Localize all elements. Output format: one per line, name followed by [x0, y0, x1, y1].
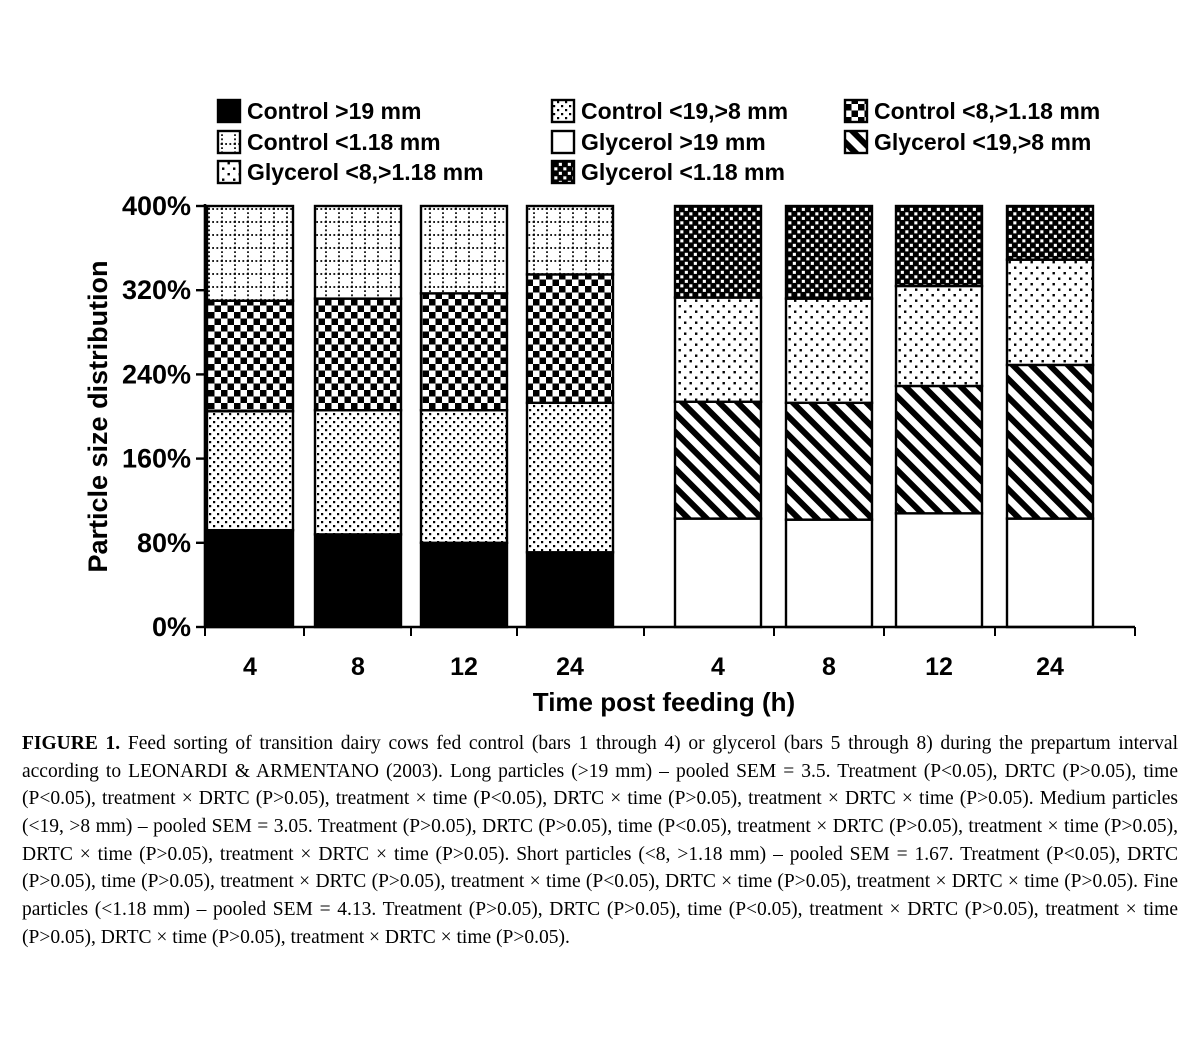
x-tick-label: 24: [556, 653, 584, 681]
figure-caption: FIGURE 1. Feed sorting of transition dai…: [22, 730, 1178, 952]
legend-item: Glycerol >19 mm: [550, 129, 766, 155]
figure-caption-text: Feed sorting of transition dairy cows fe…: [22, 733, 1178, 948]
legend-item: Glycerol <1.18 mm: [550, 159, 785, 185]
bar-segment: [205, 528, 295, 629]
y-tick-label: 400%: [122, 191, 191, 221]
bar-segment: [894, 512, 984, 629]
y-tick-label: 320%: [122, 275, 191, 305]
bar-segment: [673, 517, 763, 629]
bar-segment: [419, 292, 509, 412]
bars: [205, 204, 1095, 629]
legend-swatch-checker-confetti: [550, 159, 576, 185]
legend-label: Control >19 mm: [247, 98, 421, 124]
bar-segment: [673, 204, 763, 299]
y-tick-label: 160%: [122, 444, 191, 474]
axes: 0% 80% 160% 240% 320% 400% 4 8 12 24 4 8 12 24: [122, 191, 1136, 681]
x-tick-label: 4: [711, 653, 725, 681]
legend-swatch-solid: [216, 98, 242, 124]
bar-segment: [894, 204, 984, 288]
x-tick-label: 12: [450, 653, 478, 681]
bar-segment: [313, 533, 403, 629]
x-tick-label: 24: [1036, 653, 1064, 681]
figure-chart-container: Control >19 mm Control <19,>8 mm Control <…: [83, 98, 1136, 717]
legend: Control >19 mm Control <19,>8 mm Control <…: [216, 98, 1100, 185]
y-axis-title: Particle size distribution: [83, 260, 113, 572]
bar-segment: [525, 204, 615, 276]
legend-item: Control <19,>8 mm: [550, 98, 788, 124]
bar-segment: [1005, 363, 1095, 520]
bar-segment: [1005, 204, 1095, 261]
legend-swatch-checker: [843, 98, 869, 124]
legend-label: Control <8,>1.18 mm: [874, 98, 1100, 124]
legend-label: Glycerol <1.18 mm: [581, 159, 785, 185]
bar-segment: [1005, 258, 1095, 367]
bar-segment: [894, 384, 984, 515]
stacked-bar-chart: Control >19 mm Control <19,>8 mm Control <…: [83, 98, 1136, 717]
bar-segment: [313, 204, 403, 300]
bar-segment: [673, 400, 763, 520]
x-tick-label: 8: [351, 653, 365, 681]
bar-segment: [205, 299, 295, 413]
legend-item: Glycerol <8,>1.18 mm: [216, 159, 484, 185]
y-tick-label: 0%: [152, 612, 191, 642]
bar-segment: [525, 401, 615, 554]
legend-swatch-white: [550, 129, 576, 155]
bar-segment: [784, 204, 874, 300]
bar-segment: [525, 551, 615, 629]
bar-segment: [784, 401, 874, 521]
bar-segment: [419, 408, 509, 545]
legend-item: Control <1.18 mm: [216, 129, 441, 155]
legend-swatch-dots-medium: [550, 98, 576, 124]
legend-label: Glycerol <8,>1.18 mm: [247, 159, 484, 185]
y-tick-label: 80%: [137, 528, 191, 558]
legend-label: Control <19,>8 mm: [581, 98, 788, 124]
bar-segment: [205, 410, 295, 532]
bar-segment: [673, 296, 763, 403]
legend-swatch-grid-dotted: [216, 129, 242, 155]
bar-segment: [784, 297, 874, 405]
bar-segment: [313, 297, 403, 412]
x-tick-label: 12: [925, 653, 953, 681]
legend-label: Control <1.18 mm: [247, 129, 441, 155]
legend-item: Control <8,>1.18 mm: [843, 98, 1100, 124]
x-tick-label: 8: [822, 653, 836, 681]
x-axis-title: Time post feeding (h): [533, 687, 795, 717]
legend-label: Glycerol >19 mm: [581, 129, 766, 155]
figure-caption-label: FIGURE 1.: [22, 733, 121, 754]
bar-segment: [1005, 517, 1095, 629]
x-tick-label: 4: [243, 653, 257, 681]
bar-segment: [894, 284, 984, 388]
legend-item: Control >19 mm: [216, 98, 421, 124]
legend-swatch-dots-sparse: [216, 159, 242, 185]
bar-segment: [525, 273, 615, 405]
y-tick-label: 240%: [122, 359, 191, 389]
legend-label: Glycerol <19,>8 mm: [874, 129, 1091, 155]
bar-segment: [205, 204, 295, 302]
legend-item: Glycerol <19,>8 mm: [843, 129, 1091, 155]
bar-segment: [784, 518, 874, 629]
legend-swatch-diagonal-stripes: [843, 129, 869, 155]
bar-segment: [313, 408, 403, 536]
bar-segment: [419, 541, 509, 629]
bar-segment: [419, 204, 509, 295]
